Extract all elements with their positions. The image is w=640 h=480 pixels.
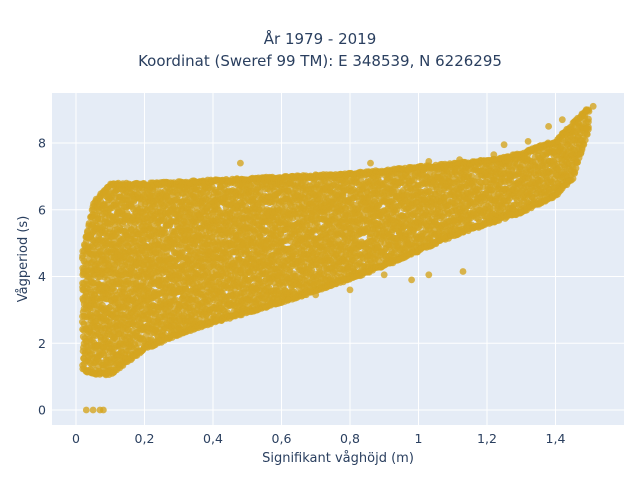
chart-title: År 1979 - 2019	[263, 30, 377, 48]
chart-title-block: År 1979 - 2019 Koordinat (Sweref 99 TM):…	[0, 28, 640, 72]
chart-subtitle: Koordinat (Sweref 99 TM): E 348539, N 62…	[138, 52, 502, 70]
data-points	[79, 102, 597, 414]
